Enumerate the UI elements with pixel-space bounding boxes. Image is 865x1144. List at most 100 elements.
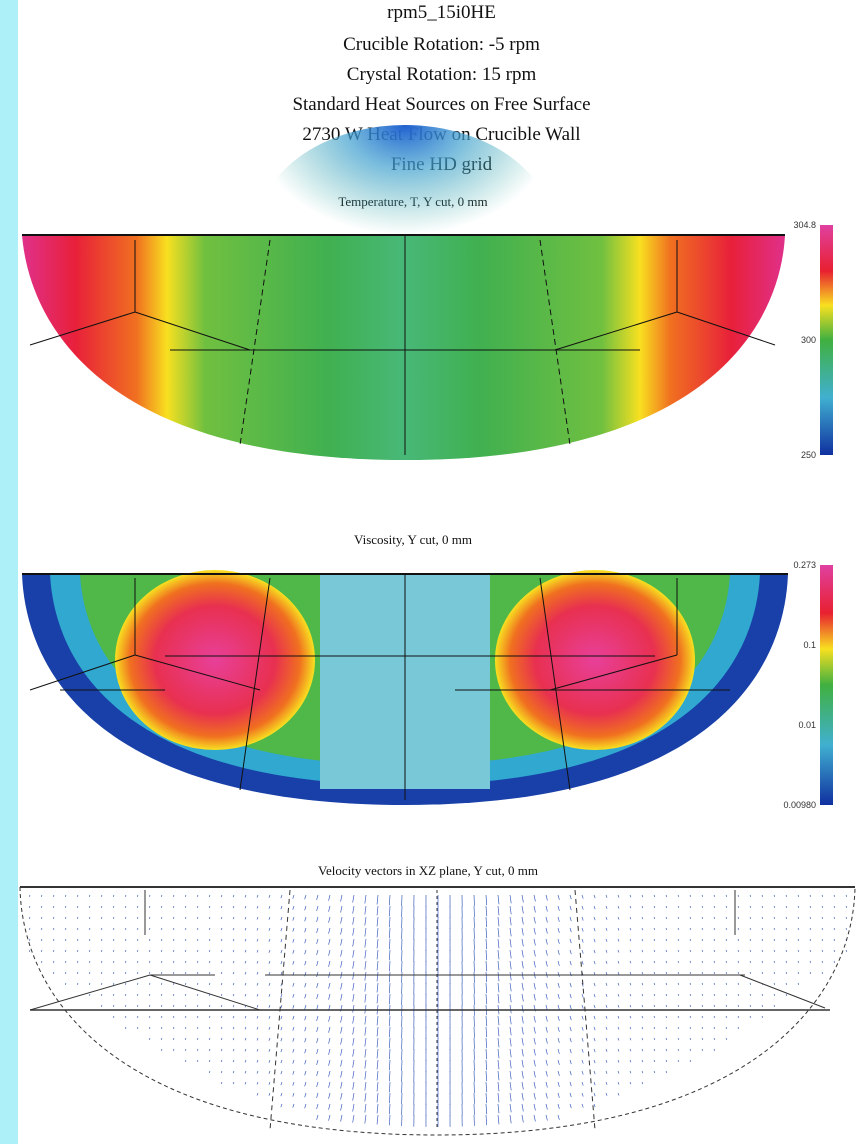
- vector: [53, 961, 54, 963]
- vector: [365, 994, 366, 1003]
- vector: [269, 961, 270, 964]
- vector: [558, 1093, 559, 1098]
- vector: [522, 1115, 523, 1122]
- vector: [498, 1016, 499, 1025]
- vector: [257, 1082, 258, 1085]
- vector: [137, 994, 138, 996]
- vector: [546, 1038, 547, 1044]
- vector: [245, 1038, 246, 1040]
- vector: [149, 928, 150, 930]
- vector: [738, 994, 739, 996]
- vector: [377, 1038, 378, 1047]
- vector: [197, 994, 198, 996]
- vector: [774, 1005, 775, 1007]
- vector: [185, 994, 186, 996]
- vector: [101, 895, 102, 897]
- vector: [654, 1060, 655, 1062]
- vector: [365, 939, 366, 948]
- vector: [690, 972, 691, 974]
- vector: [233, 1082, 234, 1084]
- vector: [750, 939, 751, 941]
- vector: [654, 939, 655, 941]
- vector: [281, 1071, 282, 1074]
- vector: [486, 1115, 487, 1125]
- vector: [534, 1071, 535, 1077]
- vector: [149, 917, 150, 919]
- vector: [666, 961, 667, 963]
- vector: [389, 895, 390, 905]
- vector: [534, 939, 535, 945]
- vector: [642, 983, 643, 985]
- vector: [149, 895, 150, 897]
- vector: [834, 906, 835, 908]
- vector: [341, 1104, 342, 1111]
- vector: [89, 994, 90, 996]
- vector: [534, 994, 535, 1000]
- colorbar-label: 0.00980: [783, 800, 816, 810]
- vector: [377, 1082, 378, 1091]
- vector: [750, 950, 751, 952]
- vector: [690, 1049, 691, 1051]
- vector: [305, 1027, 306, 1031]
- vector: [606, 939, 607, 942]
- vector: [762, 994, 763, 996]
- vector: [618, 1060, 619, 1062]
- vector: [353, 1082, 354, 1090]
- vector: [702, 994, 703, 996]
- vector: [281, 1093, 282, 1096]
- vector: [209, 1071, 210, 1073]
- vector: [582, 895, 583, 899]
- vector: [786, 950, 787, 952]
- vector: [125, 950, 126, 952]
- vector: [281, 994, 282, 997]
- vector: [666, 983, 667, 985]
- vector: [702, 1038, 703, 1040]
- vector: [305, 950, 306, 954]
- vector: [702, 906, 703, 908]
- vector: [389, 1082, 390, 1092]
- vector: [618, 961, 619, 963]
- vector: [317, 917, 318, 922]
- vector: [762, 961, 763, 963]
- vector: [269, 1027, 270, 1030]
- vector: [329, 1016, 330, 1022]
- vector: [317, 1060, 318, 1065]
- vector: [329, 1038, 330, 1044]
- vector: [714, 906, 715, 908]
- vector: [257, 1005, 258, 1008]
- vector: [269, 1005, 270, 1008]
- vector: [233, 950, 234, 952]
- vector: [702, 917, 703, 919]
- vector: [41, 950, 42, 952]
- vector: [161, 950, 162, 952]
- vector: [726, 972, 727, 974]
- vector: [570, 1060, 571, 1064]
- vector: [365, 1082, 366, 1091]
- vector: [341, 994, 342, 1001]
- vector: [113, 994, 114, 996]
- vector: [546, 1027, 547, 1033]
- vector: [101, 1005, 102, 1007]
- vector: [594, 1027, 595, 1030]
- vector: [305, 917, 306, 921]
- vector: [113, 983, 114, 985]
- vector: [29, 928, 30, 930]
- vector: [582, 1071, 583, 1075]
- vector: [714, 983, 715, 985]
- vector: [582, 1049, 583, 1053]
- vector: [582, 1082, 583, 1086]
- vector: [221, 906, 222, 908]
- vector: [630, 928, 631, 930]
- vector: [630, 1016, 631, 1018]
- vector: [486, 917, 487, 927]
- vector: [570, 950, 571, 954]
- vector: [522, 972, 523, 979]
- vector: [389, 1104, 390, 1114]
- vector: [197, 1016, 198, 1018]
- vector: [522, 917, 523, 924]
- vector: [293, 1060, 294, 1064]
- vector: [498, 994, 499, 1003]
- vector: [113, 961, 114, 963]
- vector: [642, 939, 643, 941]
- vector: [233, 1005, 234, 1007]
